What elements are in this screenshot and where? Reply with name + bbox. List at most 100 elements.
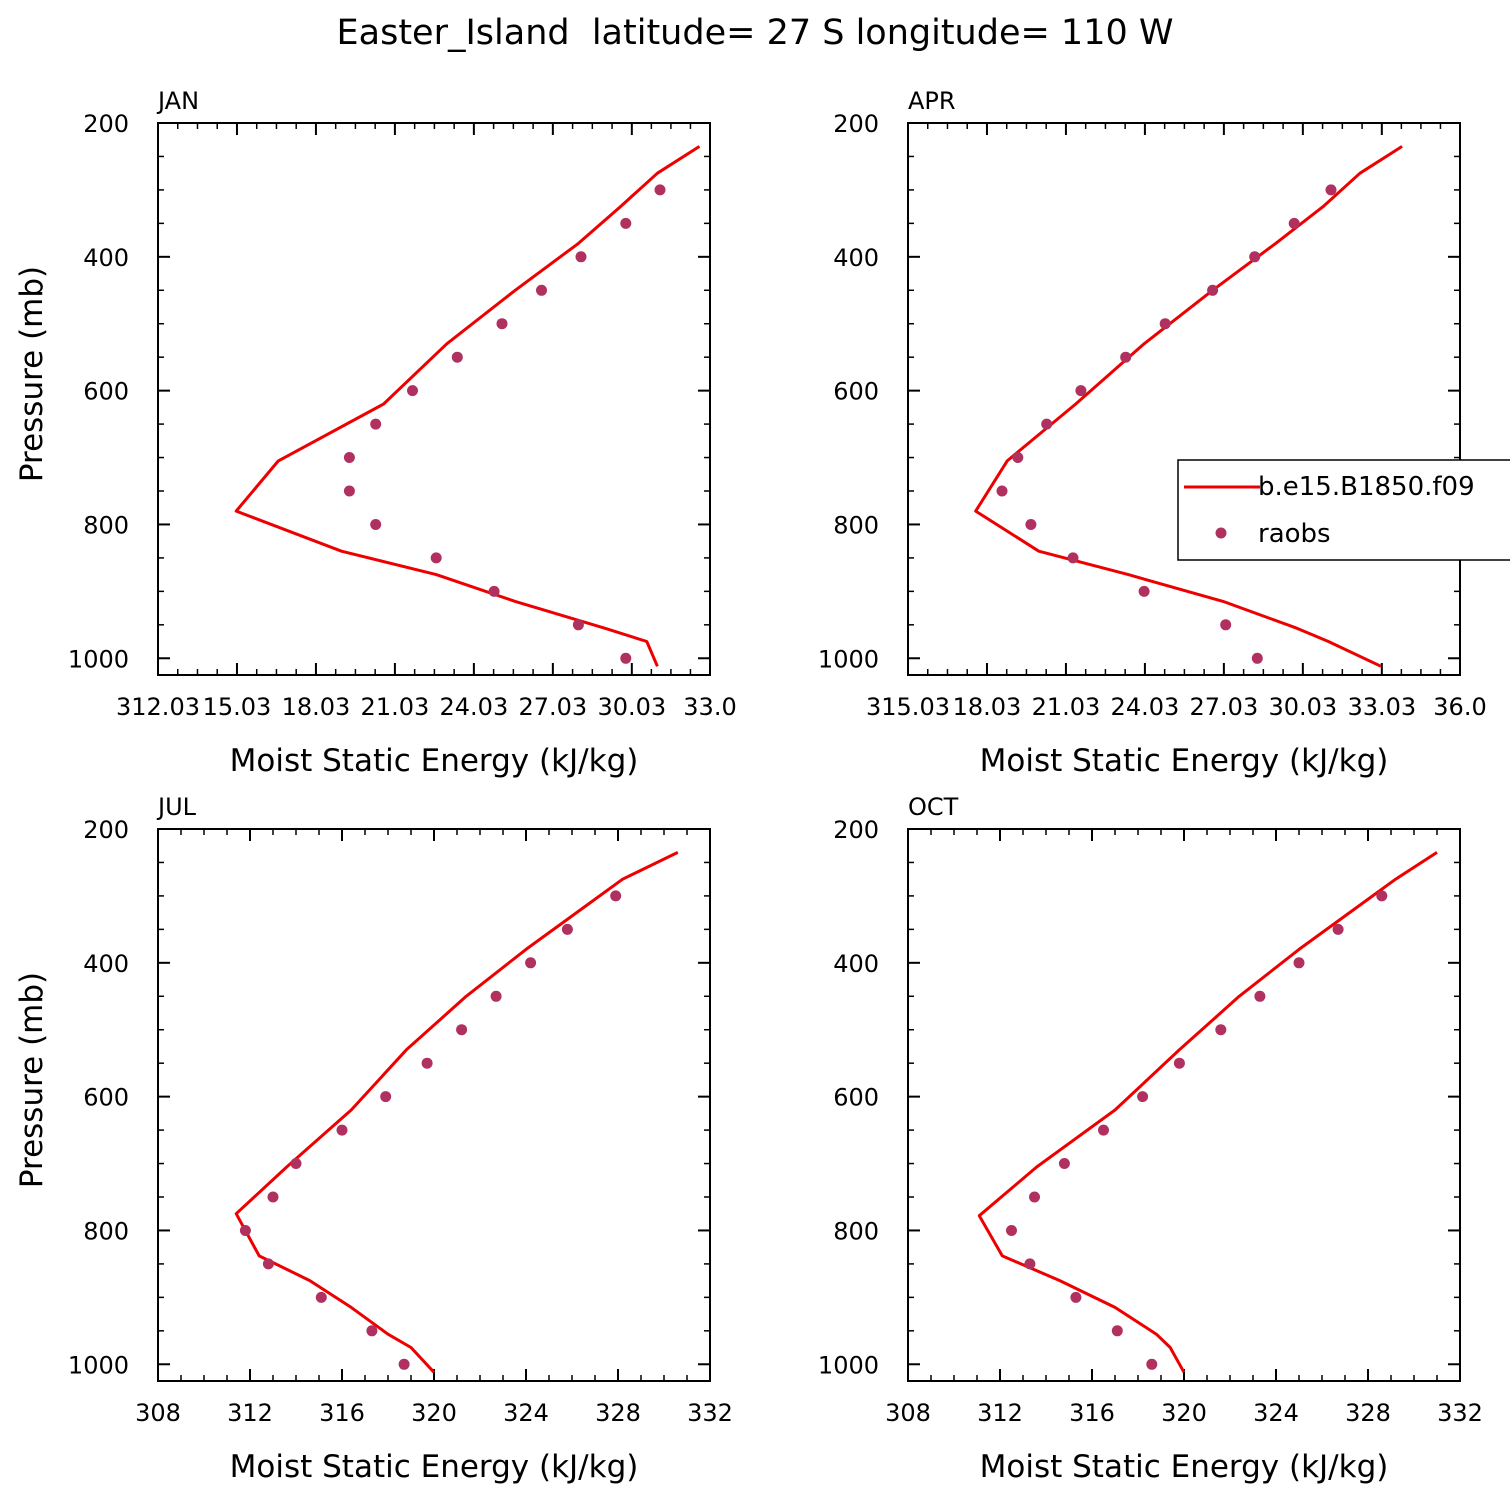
oct-raobs-point [1215, 1024, 1227, 1036]
oct-xtick-label: 332 [1437, 1399, 1483, 1427]
oct-ytick-label: 800 [833, 1217, 879, 1245]
jul-raobs-point [239, 1225, 251, 1236]
apr-xtick-label: 21.03 [1032, 693, 1101, 721]
jan-ytick-label: 400 [83, 244, 129, 272]
jan-raobs-point [572, 619, 584, 631]
jan-ytick-label: 800 [83, 511, 129, 539]
oct-xtick-label: 324 [1253, 1399, 1299, 1427]
panels: JAN 312.03 15.03 18.03 21.03 24.03 27.03 30.03 3… [14, 87, 1510, 1485]
jul-raobs-point [267, 1191, 279, 1203]
oct-xtick-label: 312 [977, 1399, 1023, 1427]
jul-xtick-label: 316 [319, 1399, 365, 1427]
figure-title: Easter_Island latitude= 27 S longitude= … [337, 13, 1174, 53]
jul-raobs-point [262, 1258, 274, 1270]
oct-panel-title: OCT [908, 793, 959, 821]
jul-raobs-point [490, 990, 502, 1002]
oct-xtick-label: 328 [1345, 1399, 1391, 1427]
jul-ytick-label: 600 [83, 1084, 129, 1112]
oct-raobs-point [1137, 1091, 1149, 1103]
jul-xtick-label: 312 [227, 1399, 273, 1427]
jan-xtick-label: 15.03 [203, 693, 272, 721]
oct-raobs-point [1098, 1124, 1109, 1136]
jul-ytick-label: 800 [83, 1217, 129, 1245]
legend-box [1177, 459, 1510, 561]
apr-ytick-label: 400 [833, 244, 879, 272]
apr-xtick-label: 315.03 [866, 693, 950, 721]
jul-raobs-point [525, 957, 537, 969]
oct-ytick-label: 600 [833, 1084, 879, 1112]
jan-raobs-point [430, 552, 442, 564]
apr-ytick-label: 200 [833, 110, 879, 138]
oct-raobs-point [1029, 1191, 1040, 1203]
apr-raobs-point [1251, 652, 1263, 664]
apr-raobs-point [1249, 251, 1261, 263]
oct-raobs-point [1254, 990, 1266, 1002]
apr-raobs-point [1207, 284, 1219, 296]
jan-panel-title: JAN [156, 87, 199, 115]
apr-raobs-point [1012, 452, 1024, 463]
oct-raobs-point [1006, 1225, 1017, 1236]
jul-xtick-label: 332 [687, 1399, 733, 1427]
apr-raobs-point [1159, 318, 1171, 330]
panel-apr: APR 315.03 18.03 21.03 24.03 27.03 30.03 33.03 3… [818, 87, 1487, 779]
jul-ytick-label: 400 [83, 950, 129, 978]
oct-raobs-point [1058, 1158, 1070, 1169]
jan-xtick-label: 27.03 [518, 693, 587, 721]
jan-raobs-point [496, 318, 508, 330]
apr-panel-title: APR [908, 87, 956, 115]
panel-jul: JUL 308 312 316 320 324 328 332 200 400 600 800 1000… [14, 793, 733, 1485]
apr-raobs-point [1025, 519, 1037, 530]
jan-raobs-point [575, 251, 587, 263]
jan-raobs-point [488, 585, 500, 597]
jan-model-line [234, 145, 701, 667]
apr-raobs-point [1220, 619, 1232, 631]
jul-raobs-point [366, 1325, 378, 1337]
jul-raobs-point [380, 1091, 392, 1103]
oct-ytick-label: 400 [833, 950, 879, 978]
jan-raobs-point [654, 184, 666, 196]
apr-raobs-point [1120, 351, 1132, 363]
apr-raobs-point [1067, 552, 1079, 564]
panel-jan: JAN 312.03 15.03 18.03 21.03 24.03 27.03 30.03 3… [14, 87, 737, 779]
apr-raobs-point [1325, 184, 1337, 196]
jan-xtick-label: 24.03 [440, 693, 509, 721]
jan-raobs-point [620, 217, 632, 229]
jan-xtick-label: 21.03 [361, 693, 430, 721]
jul-y-axis-label: Pressure (mb) [14, 972, 50, 1188]
jan-raobs-point [370, 519, 382, 530]
jul-raobs-point [421, 1057, 433, 1069]
apr-ytick-label: 600 [833, 378, 879, 406]
jul-plot-frame [157, 828, 711, 1382]
apr-plot-frame [907, 122, 1461, 676]
jan-ytick-label: 200 [83, 110, 129, 138]
apr-raobs-point [1041, 418, 1053, 430]
jan-x-axis-label: Moist Static Energy (kJ/kg) [230, 743, 639, 779]
apr-ytick-label: 800 [833, 511, 879, 539]
apr-raobs-point [1075, 385, 1087, 397]
jan-xtick-label: 18.03 [282, 693, 351, 721]
apr-model-line [974, 145, 1403, 668]
jul-xtick-label: 320 [411, 1399, 457, 1427]
apr-xtick-label: 36.0 [1433, 693, 1486, 721]
oct-ytick-label: 200 [833, 816, 879, 844]
panel-oct: OCT 308 312 316 320 324 328 332 200 400 600 800 1000… [818, 793, 1483, 1485]
legend-model-label: b.e15.B1850.f09 [1258, 472, 1475, 502]
oct-ytick-label: 1000 [818, 1351, 879, 1379]
oct-model-line [977, 851, 1438, 1374]
legend-raobs-swatch [1215, 527, 1227, 539]
jul-raobs-point [290, 1158, 302, 1169]
jan-raobs-point [343, 485, 355, 497]
oct-raobs-point [1173, 1057, 1185, 1069]
jul-raobs-point [336, 1124, 348, 1136]
oct-plot-frame [907, 828, 1461, 1382]
jul-x-axis-label: Moist Static Energy (kJ/kg) [230, 1449, 639, 1485]
apr-raobs-point [996, 485, 1008, 497]
jul-raobs-point [561, 923, 573, 935]
jan-xtick-label: 312.03 [116, 693, 200, 721]
jul-model-line [234, 851, 679, 1374]
oct-raobs-point [1293, 957, 1305, 969]
apr-xtick-label: 24.03 [1111, 693, 1180, 721]
apr-raobs-point [1288, 217, 1300, 229]
jan-raobs-point [370, 418, 382, 430]
jan-xtick-label: 33.0 [683, 693, 736, 721]
